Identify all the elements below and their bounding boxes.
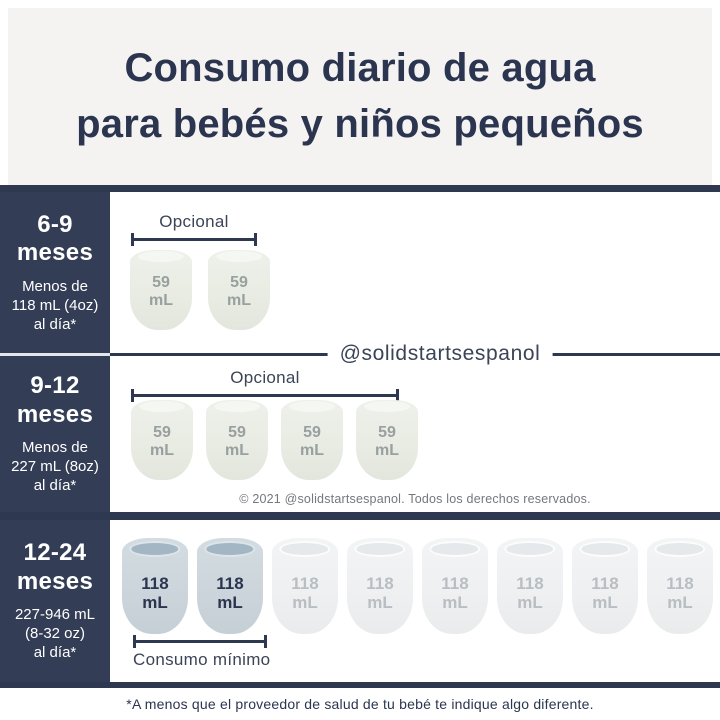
cup-volume-label: 118 mL bbox=[516, 573, 544, 612]
cup-volume-label: 59 mL bbox=[149, 274, 173, 309]
cup-volume-label: 118 mL bbox=[291, 573, 319, 612]
cup-rim bbox=[129, 541, 181, 557]
footnote: *A menos que el proveedor de salud de tu… bbox=[126, 696, 594, 712]
cup-59ml: 59 mL bbox=[356, 400, 418, 480]
cup-volume-label: 118 mL bbox=[666, 573, 694, 612]
cup-118ml: 118 mL bbox=[122, 538, 188, 634]
cup-59ml: 59 mL bbox=[130, 250, 192, 330]
bracket-line bbox=[131, 389, 399, 402]
cup-59ml: 59 mL bbox=[206, 400, 268, 480]
cup-volume-label: 118 mL bbox=[141, 573, 169, 612]
cup-rim bbox=[214, 401, 260, 412]
amount-label: 227-946 mL (8-32 oz) al día* bbox=[14, 606, 96, 662]
cup-volume-label: 59 mL bbox=[150, 424, 174, 459]
copyright-notice: © 2021 @solidstartsespanol. Todos los de… bbox=[239, 492, 591, 506]
row-12-24-meses: 12-24 meses 227-946 mL (8-32 oz) al día*… bbox=[0, 520, 720, 682]
cups-row-12-24: 118 mL 118 mL 118 mL 118 mL 118 mL 118 mL 118 mL 118 mL bbox=[122, 538, 713, 634]
cup-rim bbox=[138, 251, 184, 262]
cup-rim bbox=[216, 251, 262, 262]
footer-divider-bar bbox=[0, 682, 720, 688]
section-divider-bar bbox=[0, 512, 720, 520]
bracket-label: Consumo mínimo bbox=[133, 650, 271, 669]
cup-rim bbox=[139, 401, 185, 412]
bracket-line bbox=[133, 635, 267, 648]
row-9-12-meses: 9-12 meses Menos de 227 mL (8oz) al día*… bbox=[0, 356, 720, 512]
cup-118ml: 118 mL bbox=[197, 538, 263, 634]
row-content-9-12: Opcional 59 mL 59 mL 59 mL 59 mL © 2021 @solids… bbox=[110, 356, 720, 512]
bracket-label: Opcional bbox=[230, 368, 300, 387]
cup-volume-label: 59 mL bbox=[225, 424, 249, 459]
row-content-12-24: 118 mL 118 mL 118 mL 118 mL 118 mL 118 mL 118 mL 118 mL… bbox=[110, 520, 720, 682]
amount-label: Menos de 227 mL (8oz) al día* bbox=[11, 439, 99, 495]
cup-volume-label: 59 mL bbox=[375, 424, 399, 459]
page-title-line-1: Consumo diario de agua bbox=[124, 46, 596, 91]
cup-rim bbox=[504, 541, 556, 557]
amount-label: Menos de 118 mL (4oz) al día* bbox=[11, 277, 99, 333]
cup-118ml: 118 mL bbox=[497, 538, 563, 634]
cup-rim bbox=[579, 541, 631, 557]
sidebar-12-24-meses: 12-24 meses 227-946 mL (8-32 oz) al día* bbox=[0, 520, 110, 682]
cup-118ml: 118 mL bbox=[572, 538, 638, 634]
age-label: 12-24 meses bbox=[16, 539, 94, 595]
cup-59ml: 59 mL bbox=[131, 400, 193, 480]
cup-rim bbox=[289, 401, 335, 412]
cup-rim bbox=[654, 541, 706, 557]
optional-bracket: Opcional bbox=[131, 212, 257, 246]
cups-row-6-9: 59 mL 59 mL bbox=[130, 250, 270, 330]
cup-59ml: 59 mL bbox=[208, 250, 270, 330]
bracket-line bbox=[131, 233, 257, 246]
page-title-line-2: para bebés y niños pequeños bbox=[76, 101, 644, 146]
row-content-6-9: Opcional 59 mL 59 mL bbox=[110, 192, 720, 356]
cup-rim bbox=[429, 541, 481, 557]
cup-rim bbox=[354, 541, 406, 557]
header: Consumo diario de agua para bebés y niño… bbox=[8, 8, 712, 185]
age-label: 6-9 meses bbox=[16, 210, 94, 267]
header-divider-bar bbox=[0, 185, 720, 192]
sidebar-6-9-meses: 6-9 meses Menos de 118 mL (4oz) al día* bbox=[0, 192, 110, 356]
cup-volume-label: 118 mL bbox=[216, 573, 244, 612]
cup-volume-label: 59 mL bbox=[227, 274, 251, 309]
cup-volume-label: 59 mL bbox=[300, 424, 324, 459]
cup-118ml: 118 mL bbox=[422, 538, 488, 634]
cup-rim bbox=[279, 541, 331, 557]
cup-118ml: 118 mL bbox=[347, 538, 413, 634]
cup-volume-label: 118 mL bbox=[441, 573, 469, 612]
cup-volume-label: 118 mL bbox=[366, 573, 394, 612]
cup-118ml: 118 mL bbox=[272, 538, 338, 634]
row-6-9-meses: 6-9 meses Menos de 118 mL (4oz) al día* … bbox=[0, 192, 720, 356]
watermark-handle: @solidstartsespanol bbox=[327, 342, 553, 366]
cup-118ml: 118 mL bbox=[647, 538, 713, 634]
minimum-intake-bracket: Consumo mínimo bbox=[133, 635, 271, 670]
cup-rim bbox=[364, 401, 410, 412]
cup-rim bbox=[204, 541, 256, 557]
cup-59ml: 59 mL bbox=[281, 400, 343, 480]
cups-row-9-12: 59 mL 59 mL 59 mL 59 mL bbox=[131, 400, 418, 480]
cup-volume-label: 118 mL bbox=[591, 573, 619, 612]
sidebar-9-12-meses: 9-12 meses Menos de 227 mL (8oz) al día* bbox=[0, 356, 110, 512]
bracket-label: Opcional bbox=[159, 212, 229, 231]
age-label: 9-12 meses bbox=[16, 372, 94, 428]
optional-bracket: Opcional bbox=[131, 368, 399, 402]
